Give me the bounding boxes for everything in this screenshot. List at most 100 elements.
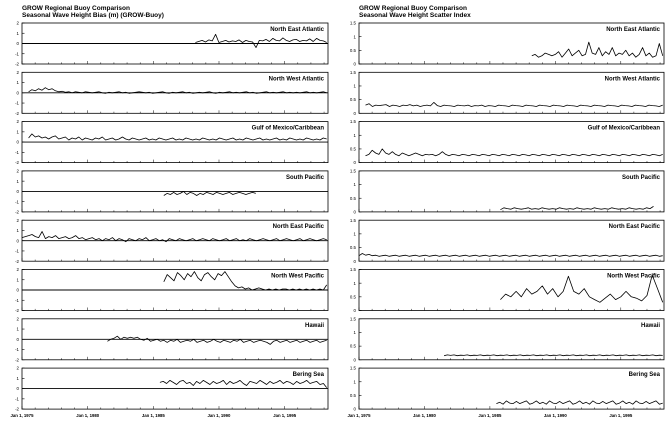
panel-frame <box>358 22 665 65</box>
y-tick-label: 1.5 <box>350 366 357 371</box>
y-tick-label: 0.5 <box>350 196 357 201</box>
series-line <box>496 400 663 405</box>
y-tick-label: -2 <box>15 62 19 67</box>
y-tick-label: 0 <box>354 62 357 67</box>
series-line <box>444 354 663 357</box>
y-tick-label: -2 <box>15 111 19 116</box>
panel-frame <box>358 367 665 410</box>
series-line <box>28 87 327 94</box>
y-tick-label: 0 <box>354 407 357 412</box>
panel-frame <box>358 170 665 213</box>
x-tick-label: Jan 1, 1985 <box>142 413 166 418</box>
y-tick-label: 1 <box>354 34 357 39</box>
series-line <box>358 253 663 257</box>
region-label: South Pacific <box>286 175 325 181</box>
y-tick-label: 0 <box>354 357 357 362</box>
series-line <box>28 133 327 141</box>
series-line <box>365 102 663 107</box>
x-tick-label: Jan 1, 1990 <box>208 413 232 418</box>
y-tick-label: 0 <box>17 288 20 293</box>
x-tick-label: Jan 1, 1975 <box>11 413 35 418</box>
y-tick-label: 2 <box>17 316 20 321</box>
y-tick-label: 2 <box>17 119 20 124</box>
y-tick-label: -2 <box>15 210 19 215</box>
y-tick-label: 0.5 <box>350 48 357 53</box>
y-tick-label: 1 <box>354 231 357 236</box>
region-label: South Pacific <box>622 175 661 181</box>
y-tick-label: 1 <box>354 182 357 187</box>
series-line <box>107 335 327 345</box>
series-line <box>159 379 328 388</box>
y-tick-label: 1.5 <box>350 21 357 26</box>
x-tick-label: Jan 1, 1985 <box>478 413 502 418</box>
y-tick-label: 0 <box>354 259 357 264</box>
y-tick-label: 0 <box>354 308 357 313</box>
region-label: Bering Sea <box>629 372 661 378</box>
region-label: North West Pacific <box>271 274 325 280</box>
panel-frame <box>358 318 665 361</box>
series-line <box>500 274 664 303</box>
y-tick-label: 1 <box>17 327 20 332</box>
series-line <box>365 148 663 157</box>
series-line <box>163 271 328 291</box>
y-tick-label: 0.5 <box>350 147 357 152</box>
series-line <box>531 41 664 58</box>
y-tick-label: 0.5 <box>350 245 357 250</box>
y-tick-label: 0.5 <box>350 344 357 349</box>
y-tick-label: 0.5 <box>350 294 357 299</box>
y-tick-label: 0.5 <box>350 97 357 102</box>
y-tick-label: 0 <box>354 111 357 116</box>
y-tick-label: 1 <box>354 281 357 286</box>
y-tick-label: 1 <box>354 330 357 335</box>
y-tick-label: 0 <box>17 90 20 95</box>
y-tick-label: -2 <box>15 407 19 412</box>
y-tick-label: -1 <box>15 298 19 303</box>
panel-frame <box>358 71 665 114</box>
y-tick-label: 0 <box>17 386 20 391</box>
y-tick-label: 0 <box>17 337 20 342</box>
y-tick-label: 1 <box>17 31 20 36</box>
y-tick-label: 2 <box>17 218 20 223</box>
series-line <box>163 190 256 196</box>
y-tick-label: -1 <box>15 101 19 106</box>
region-label: Bering Sea <box>293 372 325 378</box>
region-label: North East Atlantic <box>270 27 324 33</box>
right-title-line2: Seasonal Wave Height Scatter Index <box>359 12 471 19</box>
panel-frame <box>358 219 665 262</box>
y-tick-label: 2 <box>17 169 20 174</box>
series-line <box>21 231 327 243</box>
x-tick-label: Jan 1, 1975 <box>348 413 372 418</box>
y-tick-label: 1.5 <box>350 316 357 321</box>
y-tick-label: -1 <box>15 396 19 401</box>
region-label: North West Atlantic <box>269 76 325 82</box>
region-label: North East Pacific <box>609 224 661 230</box>
x-tick-label: Jan 1, 1980 <box>413 413 437 418</box>
y-tick-label: 0 <box>17 189 20 194</box>
y-tick-label: 1 <box>354 133 357 138</box>
panel-frame <box>358 269 665 311</box>
region-label: Gulf of Mexico/Caribbean <box>252 126 325 132</box>
y-tick-label: 1 <box>17 376 20 381</box>
y-tick-label: 1 <box>17 179 20 184</box>
region-label: North West Atlantic <box>605 76 661 82</box>
y-tick-label: 1 <box>354 84 357 89</box>
y-tick-label: 0 <box>17 238 20 243</box>
series-line <box>500 206 654 211</box>
region-label: North East Pacific <box>273 224 325 230</box>
region-label: North East Atlantic <box>606 27 660 33</box>
y-tick-label: 1.5 <box>350 70 357 75</box>
region-label: Hawaii <box>641 323 660 329</box>
y-tick-label: -1 <box>15 347 19 352</box>
right-title-line1: GROW Regional Buoy Comparison <box>359 5 467 12</box>
y-tick-label: 1 <box>354 379 357 384</box>
region-label: Hawaii <box>305 323 324 329</box>
x-tick-label: Jan 1, 1995 <box>273 413 297 418</box>
y-tick-label: -2 <box>15 308 19 313</box>
x-tick-label: Jan 1, 1990 <box>544 413 568 418</box>
region-label: Gulf of Mexico/Caribbean <box>588 126 661 132</box>
y-tick-label: 1 <box>17 228 20 233</box>
y-tick-label: 0.5 <box>350 393 357 398</box>
y-tick-label: 0 <box>17 140 20 145</box>
y-tick-label: 0 <box>17 41 20 46</box>
